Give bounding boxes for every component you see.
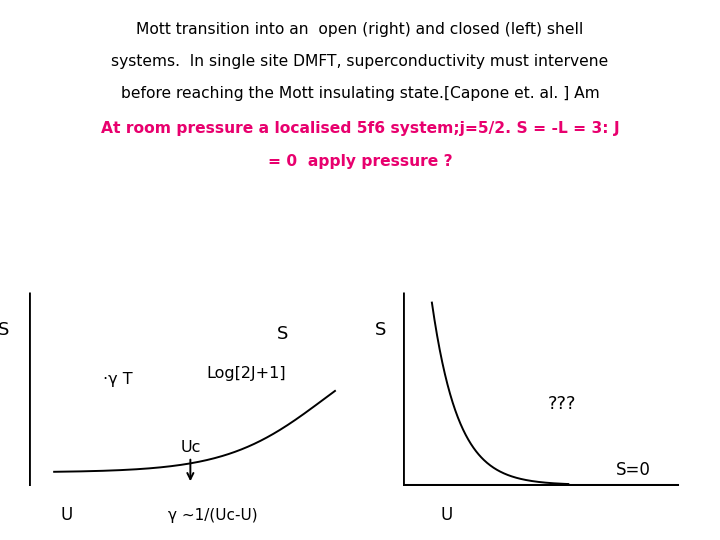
Text: = 0  apply pressure ?: = 0 apply pressure ? bbox=[268, 154, 452, 169]
Text: Mott transition into an  open (right) and closed (left) shell: Mott transition into an open (right) and… bbox=[136, 22, 584, 37]
Text: S=0: S=0 bbox=[616, 462, 651, 480]
Text: S: S bbox=[374, 321, 386, 340]
Text: Uc: Uc bbox=[180, 440, 201, 455]
Text: before reaching the Mott insulating state.[Capone et. al. ] Am: before reaching the Mott insulating stat… bbox=[121, 86, 599, 102]
Text: ???: ??? bbox=[547, 395, 576, 413]
Text: systems.  In single site DMFT, superconductivity must intervene: systems. In single site DMFT, supercondu… bbox=[112, 54, 608, 69]
Text: γ ~1/(Uc-U): γ ~1/(Uc-U) bbox=[168, 508, 257, 523]
Text: Log[2J+1]: Log[2J+1] bbox=[206, 366, 286, 381]
Text: S: S bbox=[276, 326, 288, 343]
Text: S: S bbox=[0, 321, 9, 340]
Text: U: U bbox=[60, 506, 73, 524]
Text: U: U bbox=[440, 506, 453, 524]
Text: At room pressure a localised 5f6 system;j=5/2. S = -L = 3: J: At room pressure a localised 5f6 system;… bbox=[101, 122, 619, 137]
Text: ·γ T: ·γ T bbox=[103, 372, 132, 387]
